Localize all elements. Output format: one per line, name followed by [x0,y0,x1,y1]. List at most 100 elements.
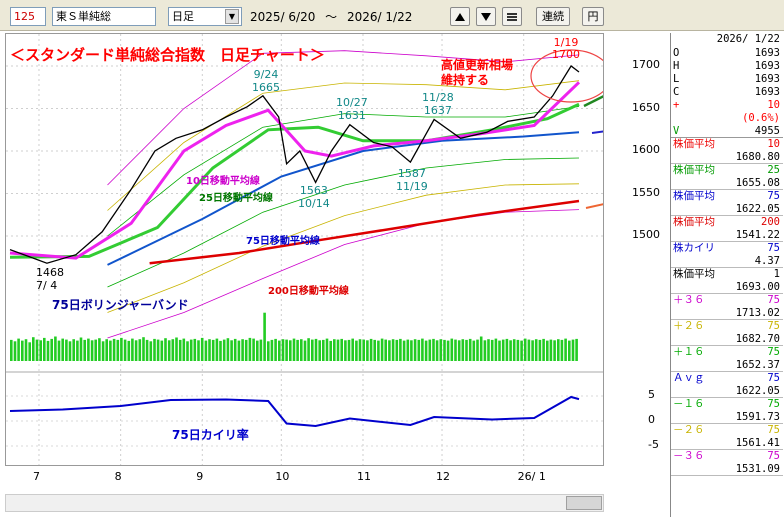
indicator-value: 1693.00 [735,281,780,293]
indicator-row[interactable]: 株価平均 75 [671,190,783,203]
indicator-row[interactable]: Ａｖｇ 75 [671,372,783,385]
volume-bar [28,342,31,361]
ma75-line [107,131,580,266]
panel-date: 2026/ 1/22 [716,33,780,45]
volume-bar [219,340,222,361]
indicator-row[interactable]: 株価平均 200 [671,216,783,229]
volume-bar [156,339,160,361]
ma25-line [9,102,580,259]
date-from[interactable]: 2025/ 6/20 [250,10,316,24]
volume-bar [178,339,182,361]
volume-bar [186,341,189,361]
indicator-value: 1531.09 [735,463,780,475]
indicator-row[interactable]: 株価平均 25 [671,164,783,177]
volume-bar [549,339,553,361]
volume-bar [571,339,575,361]
indicator-row[interactable]: －２６ 75 [671,424,783,437]
volume-bar [446,340,450,361]
volume-bar [468,338,472,361]
bollinger-band-line [107,106,580,237]
peak-value: 1468 [36,266,64,279]
volume-bar [560,339,564,361]
volume-bar [281,339,285,361]
name-field[interactable]: 東Ｓ単純総 [52,7,156,26]
indicator-value-row: 1541.22 [671,229,783,242]
list-icon [507,13,517,21]
volume-bar [164,338,167,361]
highlight-ellipse [530,49,603,103]
volume-bar [557,339,560,361]
chart-area[interactable]: ＜スタンダード単純総合指数 日足チャート＞ 高値更新相場 維持する 10日移動平… [5,33,604,466]
indicator-row[interactable]: 株カイリ 75 [671,242,783,255]
volume-row: V 4955 [671,125,783,138]
volume-bar [384,339,387,361]
x-tick-label: 8 [114,470,122,483]
horizontal-scrollbar[interactable] [5,494,604,512]
ma75-line-group [107,131,580,266]
indicator-value-row: 1531.09 [671,463,783,476]
indicator-row[interactable]: ＋１６ 75 [671,346,783,359]
volume-bar [233,338,237,361]
menu-button[interactable] [502,7,522,26]
volume-bar [512,339,516,361]
continuous-button[interactable]: 連続 [536,7,570,26]
volume-bar [197,340,200,361]
volume-bar [487,339,490,361]
indicator-value: 1561.41 [735,437,780,449]
volume-bar [153,338,156,361]
indicator-period: 10 [767,138,780,150]
indicator-value-row: 1655.08 [671,177,783,190]
ma25-label: 25日移動平均線 [199,193,273,204]
ma25-trend-arrow [583,95,603,108]
indicator-row[interactable]: －３６ 75 [671,450,783,463]
volume-bar [542,338,545,361]
volume-key: V [673,125,680,137]
indicator-value-row: 4.37 [671,255,783,268]
volume-bar [138,339,142,361]
volume-bar [241,339,244,361]
y-tick-label: 1650 [632,100,660,114]
indicator-period: 75 [767,294,780,306]
bollinger-band-line [107,209,580,339]
volume-bar [402,340,406,361]
indicator-value-row: 1682.70 [671,333,783,346]
triangle-up-icon [455,13,465,21]
scroll-down-button[interactable] [476,7,496,26]
indicator-row[interactable]: 株価平均 1 [671,268,783,281]
change-row: + 10 [671,99,783,112]
volume-bar [413,339,417,361]
volume-bar [244,339,248,361]
volume-bar [461,339,465,361]
volume-bar [46,340,50,361]
indicator-row[interactable]: ＋２６ 75 [671,320,783,333]
indicator-row[interactable]: ＋３６ 75 [671,294,783,307]
indicator-label: 株価平均 [673,268,715,280]
yen-button[interactable]: 円 [582,7,604,26]
indicator-value: 1652.37 [735,359,780,371]
date-to[interactable]: 2026/ 1/22 [347,10,413,24]
bollinger-band-line [107,157,580,288]
indicator-row[interactable]: －１６ 75 [671,398,783,411]
volume-bar [87,338,90,361]
scroll-up-button[interactable] [450,7,470,26]
volume-bar [523,338,527,361]
change-sign: + [673,99,680,111]
ohlc-value: 1693 [754,60,780,72]
volume-bar [189,339,193,361]
scrollbar-thumb[interactable] [566,496,602,510]
indicator-row[interactable]: 株価平均 10 [671,138,783,151]
volume-bar [120,337,123,361]
peak-value: 1631 [337,109,366,122]
ohlc-value: 1693 [754,73,780,85]
volume-bar [68,341,72,361]
x-tick-label: 9 [196,470,204,483]
x-axis: 7 8 9 10 11 12 26/ 1 [5,466,604,490]
volume-bar [479,336,483,361]
volume-bar [10,339,13,361]
ma200-line [149,199,580,265]
volume-bar [494,338,498,361]
code-field[interactable]: 125 [10,7,46,26]
volume-bar [50,338,53,361]
volume-bar [226,338,230,361]
period-select[interactable]: 日足 ▼ [168,7,242,26]
